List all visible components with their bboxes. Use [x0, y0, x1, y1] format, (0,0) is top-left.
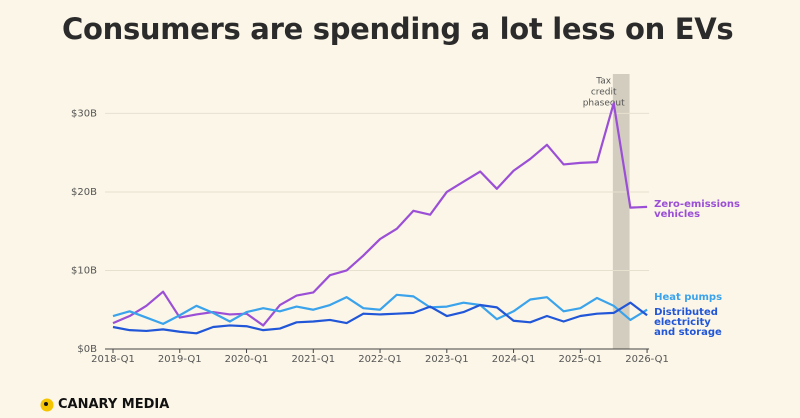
series-line	[112, 301, 648, 335]
y-tick-label: $20B	[71, 187, 97, 198]
x-tick-label: 2025-Q1	[558, 354, 602, 365]
logo: CANARY MEDIA	[40, 397, 169, 412]
annotation: Tax	[595, 77, 612, 87]
legend-label: Zero-emissions vehicles	[654, 199, 740, 220]
annotation: phaseout	[583, 99, 625, 109]
x-tick-label: 2021-Q1	[291, 354, 335, 365]
x-tick-label: 2024-Q1	[492, 354, 536, 365]
x-tick-label: 2018-Q1	[91, 354, 135, 365]
x-tick-label: 2020-Q1	[225, 354, 269, 365]
y-tick-label: $10B	[71, 265, 97, 276]
x-tick-label: 2019-Q1	[158, 354, 202, 365]
y-tick-label: $0B	[77, 344, 97, 355]
annotation: credit	[591, 88, 617, 98]
series-line	[112, 102, 648, 327]
legend-label: Heat pumps	[654, 292, 723, 303]
phaseout-band	[612, 74, 630, 349]
y-tick-label: $30B	[71, 108, 97, 119]
legend-label: Distributed electricity and storage	[654, 307, 722, 338]
x-tick-label: 2026-Q1	[625, 354, 669, 365]
source: CANARY MEDIA	[58, 397, 170, 412]
x-tick-label: 2022-Q1	[358, 354, 402, 365]
x-tick-label: 2023-Q1	[425, 354, 469, 365]
chart-title: Consumers are spending a lot less on EVs	[62, 12, 734, 46]
logo-icon	[40, 398, 54, 411]
series-line	[112, 293, 648, 325]
